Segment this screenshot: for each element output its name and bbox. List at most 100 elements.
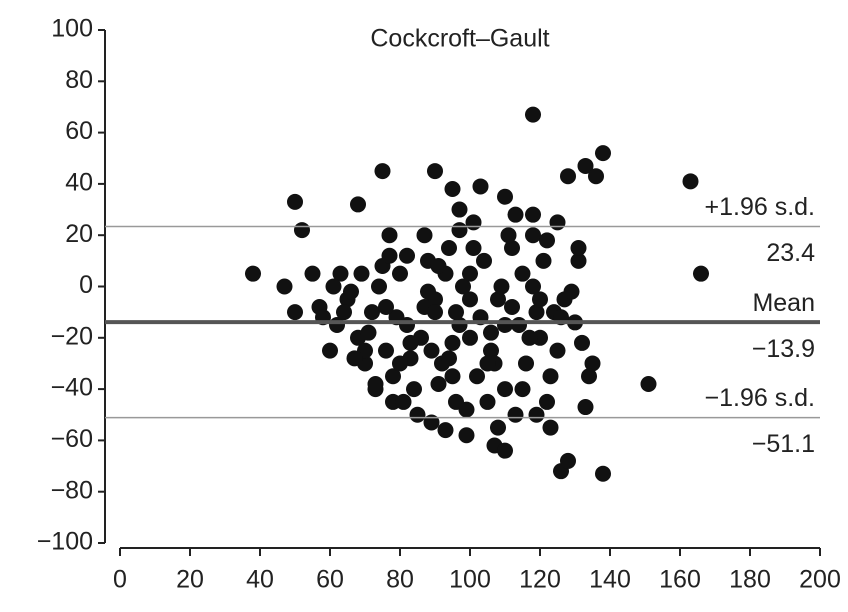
point — [514, 381, 531, 398]
y-tick-label: 100 — [51, 15, 93, 43]
point — [378, 342, 394, 359]
point — [476, 252, 492, 269]
reference-value: 23.4 — [766, 239, 815, 267]
x-tick-label: 40 — [246, 566, 274, 594]
point — [420, 283, 436, 300]
point — [563, 283, 580, 300]
y-tick-label: −80 — [51, 476, 93, 504]
point — [514, 265, 531, 282]
point — [595, 465, 611, 482]
point — [497, 381, 513, 398]
point — [577, 157, 594, 174]
point — [539, 393, 555, 410]
point — [479, 355, 496, 372]
point — [472, 178, 489, 195]
point — [528, 304, 545, 321]
point — [402, 334, 419, 351]
y-tick-label: 0 — [79, 271, 93, 299]
point — [399, 247, 415, 264]
point — [560, 168, 576, 185]
point — [483, 342, 499, 359]
point — [371, 278, 387, 295]
x-tick-label: 180 — [729, 566, 771, 594]
point — [322, 342, 338, 359]
point — [395, 393, 412, 410]
y-tick-label: −100 — [37, 528, 93, 556]
point — [581, 368, 597, 385]
point — [245, 265, 261, 282]
point — [343, 283, 359, 300]
point — [588, 168, 604, 185]
point — [507, 406, 524, 423]
point — [640, 375, 657, 392]
point — [350, 196, 366, 213]
point — [416, 227, 433, 244]
point — [346, 350, 363, 367]
point — [518, 355, 534, 372]
point — [490, 291, 506, 308]
point — [455, 278, 471, 295]
reference-name: −1.96 s.d. — [705, 384, 816, 412]
point — [294, 222, 310, 239]
x-tick-label: 100 — [449, 566, 491, 594]
point — [535, 252, 552, 269]
point — [574, 334, 590, 351]
reference-value: −51.1 — [752, 430, 815, 458]
point — [287, 304, 303, 321]
point — [465, 240, 482, 257]
point — [469, 368, 485, 385]
chart-title: Cockcroft–Gault — [370, 25, 549, 53]
point — [437, 422, 454, 439]
point — [525, 106, 541, 123]
point — [511, 316, 527, 333]
x-tick-label: 80 — [386, 566, 414, 594]
point — [595, 145, 611, 162]
point — [364, 304, 380, 321]
point — [525, 278, 541, 295]
point — [577, 399, 594, 416]
point — [693, 265, 709, 282]
point — [423, 342, 440, 359]
point — [287, 193, 303, 210]
point — [542, 368, 559, 385]
point — [409, 406, 426, 423]
point — [570, 240, 587, 257]
point — [458, 427, 475, 444]
y-tick-label: 80 — [65, 66, 93, 94]
point — [325, 278, 342, 295]
point — [367, 375, 384, 392]
point — [682, 173, 699, 190]
point — [444, 368, 461, 385]
point — [479, 393, 496, 410]
point — [560, 452, 576, 469]
point — [427, 163, 443, 180]
point — [497, 316, 513, 333]
point — [493, 278, 510, 295]
x-tick-label: 120 — [519, 566, 561, 594]
y-tick-label: −40 — [51, 374, 93, 402]
point — [392, 355, 408, 372]
point — [528, 406, 545, 423]
y-tick-label: 60 — [65, 117, 93, 145]
point — [584, 355, 601, 372]
point — [451, 222, 468, 239]
point — [549, 342, 566, 359]
x-tick-label: 140 — [589, 566, 631, 594]
point — [465, 214, 482, 231]
point — [448, 304, 464, 321]
point — [441, 240, 457, 257]
point — [497, 442, 513, 459]
point — [332, 265, 349, 282]
point — [483, 324, 499, 341]
point — [406, 381, 422, 398]
point — [378, 299, 394, 316]
point — [542, 419, 559, 436]
point — [304, 265, 321, 282]
point — [525, 227, 541, 244]
reference-value: −13.9 — [752, 335, 815, 363]
point — [360, 324, 377, 341]
point — [525, 206, 541, 223]
point — [444, 181, 461, 198]
point — [497, 188, 513, 205]
point — [430, 257, 447, 274]
